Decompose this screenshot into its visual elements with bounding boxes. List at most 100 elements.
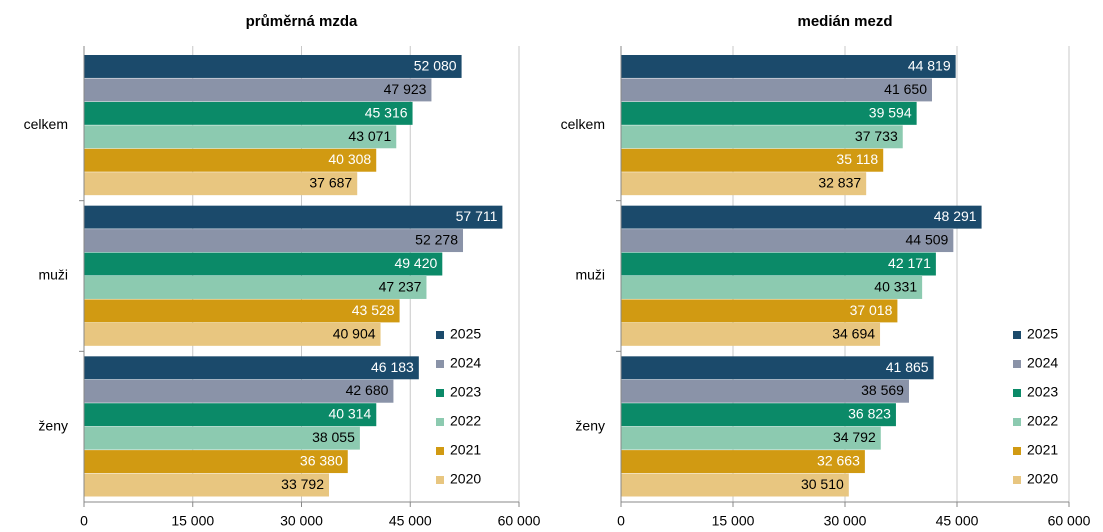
bar — [84, 148, 377, 172]
legend-label: 2024 — [1027, 355, 1058, 371]
legend-label: 2021 — [450, 442, 481, 458]
data-label: 42 680 — [346, 382, 389, 398]
x-tick-label: 60 000 — [498, 513, 541, 529]
data-label: 43 528 — [352, 302, 395, 318]
x-tick-label: 30 000 — [824, 513, 867, 529]
y-tick-label: celkem — [561, 116, 605, 132]
legend-swatch — [1013, 360, 1021, 368]
x-tick-label: 0 — [80, 513, 88, 529]
legend-swatch — [1013, 447, 1021, 455]
data-label: 36 380 — [300, 453, 343, 469]
bar — [84, 426, 360, 450]
bar — [84, 356, 419, 380]
bar — [84, 322, 381, 346]
data-label: 37 733 — [855, 128, 898, 144]
bar — [621, 322, 881, 346]
legend-label: 2024 — [450, 355, 481, 371]
bar — [84, 252, 443, 276]
bar — [621, 229, 954, 253]
y-tick-label: muži — [575, 267, 605, 283]
x-tick-label: 45 000 — [936, 513, 979, 529]
data-label: 40 308 — [328, 151, 371, 167]
y-tick-label: ženy — [575, 417, 605, 433]
chart-title: průměrná mzda — [246, 13, 358, 30]
bar — [621, 426, 881, 450]
legend-label: 2020 — [450, 471, 481, 487]
data-label: 35 118 — [836, 151, 878, 167]
bar — [621, 148, 884, 172]
legend-label: 2020 — [1027, 471, 1058, 487]
bar — [84, 403, 377, 427]
x-tick-label: 0 — [617, 513, 625, 529]
bar — [621, 78, 932, 102]
legend-swatch — [436, 331, 444, 339]
bar — [84, 229, 464, 253]
legend-swatch — [436, 447, 444, 455]
data-label: 47 237 — [379, 278, 422, 294]
bar — [621, 450, 865, 474]
bar — [84, 276, 427, 299]
bar — [84, 55, 462, 78]
y-tick-label: muži — [38, 267, 68, 283]
data-label: 52 080 — [414, 57, 457, 73]
bar — [621, 473, 849, 497]
data-label: 49 420 — [394, 255, 437, 271]
legend-swatch — [1013, 389, 1021, 397]
legend-label: 2023 — [450, 384, 481, 400]
bar — [84, 101, 413, 125]
bar — [621, 125, 903, 149]
data-label: 46 183 — [371, 359, 414, 375]
legend-label: 2025 — [1027, 326, 1058, 342]
bar — [84, 78, 432, 102]
bar — [84, 450, 348, 474]
data-label: 33 792 — [281, 476, 324, 492]
legend-swatch — [436, 476, 444, 484]
data-label: 41 865 — [886, 359, 929, 375]
bar — [84, 172, 358, 196]
data-label: 38 055 — [312, 429, 355, 445]
x-tick-label: 30 000 — [280, 513, 323, 529]
data-label: 32 837 — [818, 175, 861, 191]
bar — [621, 101, 917, 125]
x-tick-label: 15 000 — [712, 513, 755, 529]
legend-label: 2023 — [1027, 384, 1058, 400]
y-tick-label: ženy — [38, 417, 68, 433]
bar — [621, 55, 956, 78]
data-label: 41 650 — [884, 81, 927, 97]
data-label: 34 792 — [833, 429, 876, 445]
x-tick-label: 15 000 — [171, 513, 214, 529]
data-label: 43 071 — [348, 128, 391, 144]
data-label: 32 663 — [817, 453, 860, 469]
legend-swatch — [436, 418, 444, 426]
legend-swatch — [1013, 476, 1021, 484]
legend-swatch — [1013, 331, 1021, 339]
bar — [621, 299, 898, 323]
data-label: 36 823 — [848, 406, 891, 422]
bar — [621, 252, 936, 276]
legend-label: 2021 — [1027, 442, 1058, 458]
x-tick-label: 45 000 — [389, 513, 432, 529]
data-label: 57 711 — [456, 208, 498, 224]
bar — [621, 379, 909, 403]
data-label: 40 314 — [328, 406, 371, 422]
data-label: 45 316 — [365, 104, 408, 120]
bar — [621, 205, 982, 229]
data-label: 52 278 — [415, 232, 458, 248]
bar — [84, 299, 400, 323]
data-label: 34 694 — [832, 325, 875, 341]
data-label: 38 569 — [861, 382, 904, 398]
x-tick-label: 60 000 — [1048, 513, 1091, 529]
bar — [621, 172, 867, 196]
legend-swatch — [436, 389, 444, 397]
data-label: 39 594 — [869, 104, 912, 120]
data-label: 42 171 — [888, 255, 931, 271]
y-tick-label: celkem — [24, 116, 68, 132]
bar — [84, 205, 503, 229]
bar — [621, 276, 923, 299]
data-label: 44 509 — [906, 232, 949, 248]
bar — [84, 125, 397, 149]
legend-label: 2022 — [1027, 413, 1058, 429]
data-label: 40 904 — [333, 325, 376, 341]
data-label: 47 923 — [384, 81, 427, 97]
